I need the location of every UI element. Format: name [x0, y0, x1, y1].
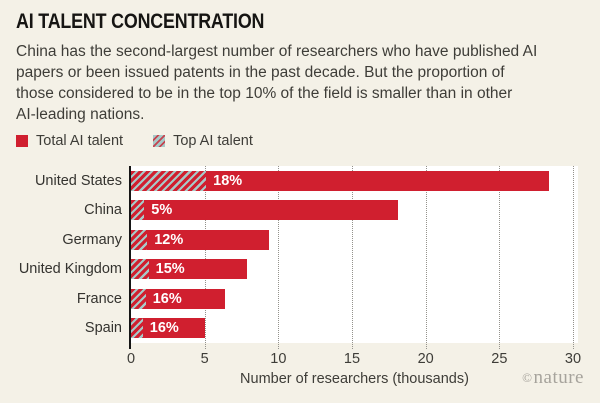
- top-talent-hatch-segment: [131, 288, 146, 309]
- subtitle-line: papers or been issued patents in the pas…: [16, 64, 505, 81]
- nature-credit: ©nature: [522, 367, 584, 389]
- x-axis-ticks: 0 5 10 15 20 25 30: [127, 351, 581, 367]
- total-talent-bar: [131, 259, 248, 280]
- bar-row-spain: 16%: [131, 314, 573, 344]
- x-tick-label-30: 30: [564, 351, 582, 367]
- category-label-germany: Germany: [62, 231, 122, 248]
- category-label-spain: Spain: [84, 320, 122, 337]
- x-axis-title: Number of researchers (thousands): [240, 371, 469, 387]
- gridline-15: [352, 166, 353, 349]
- x-tick-label-0: 0: [126, 351, 136, 367]
- legend-item-top: Top AI talent: [153, 133, 253, 149]
- figure-subtitle: China has the second-largest number of r…: [16, 41, 594, 125]
- gridline-10: [278, 166, 280, 349]
- credit-name: nature: [533, 367, 584, 388]
- chart-legend: Total AI talent Top AI talent: [16, 133, 253, 149]
- copyright-icon: ©: [522, 370, 533, 385]
- category-label-france: France: [76, 290, 122, 307]
- plot-background: [131, 166, 578, 349]
- top-talent-hatch-segment: [131, 200, 145, 221]
- legend-item-total: Total AI talent: [16, 133, 123, 149]
- x-tick-label-25: 25: [491, 351, 508, 367]
- page-title: AI TALENT CONCENTRATION: [16, 10, 265, 33]
- top-share-label: 16%: [149, 320, 179, 337]
- x-tick-label-15: 15: [343, 351, 361, 367]
- top-share-label: 15%: [155, 261, 185, 278]
- top-share-label: 18%: [213, 172, 243, 189]
- gridline-5: [204, 166, 206, 349]
- legend-label-total: Total AI talent: [36, 133, 124, 149]
- total-talent-bar: [131, 200, 398, 221]
- bar-row-united-states: 18%: [131, 166, 573, 196]
- gridline-20: [425, 166, 427, 349]
- bar-row-united-kingdom: 15%: [131, 255, 573, 285]
- bar-row-germany: 12%: [131, 225, 573, 255]
- category-labels: United States China Germany United Kingdom F…: [0, 166, 122, 343]
- x-tick-label-10: 10: [270, 351, 287, 367]
- bar-rows: 18% 5% 12% 15% 16% 16%: [131, 166, 573, 343]
- top-talent-hatch-segment: [131, 229, 148, 250]
- top-talent-hatch-segment: [131, 170, 207, 191]
- legend-label-top: Top AI talent: [173, 133, 253, 149]
- total-talent-bar: [131, 288, 226, 309]
- x-tick-label-5: 5: [200, 351, 209, 367]
- gridline-25: [499, 166, 501, 349]
- top-talent-hatch-swatch-icon: [153, 135, 166, 147]
- top-share-label: 16%: [152, 290, 182, 307]
- top-talent-hatch-segment: [131, 318, 143, 339]
- y-axis-line: [129, 166, 131, 349]
- subtitle-line: those considered to be in the top 10% of…: [16, 85, 513, 102]
- total-talent-bar: [131, 318, 205, 339]
- category-label-china: China: [84, 202, 122, 219]
- bar-row-france: 16%: [131, 284, 573, 314]
- total-talent-swatch-icon: [16, 135, 28, 147]
- category-label-united-kingdom: United Kingdom: [18, 261, 122, 278]
- subtitle-line: AI-leading nations.: [16, 106, 145, 123]
- gridline-30: [573, 166, 574, 349]
- top-share-label: 12%: [154, 231, 184, 248]
- category-label-united-states: United States: [34, 172, 122, 189]
- total-talent-bar: [131, 229, 270, 250]
- subtitle-line: China has the second-largest number of r…: [16, 43, 538, 60]
- x-tick-label-20: 20: [417, 351, 434, 367]
- top-talent-hatch-segment: [131, 259, 149, 280]
- total-talent-bar: [131, 170, 550, 191]
- top-share-label: 5%: [151, 202, 173, 219]
- bar-row-china: 5%: [131, 196, 573, 226]
